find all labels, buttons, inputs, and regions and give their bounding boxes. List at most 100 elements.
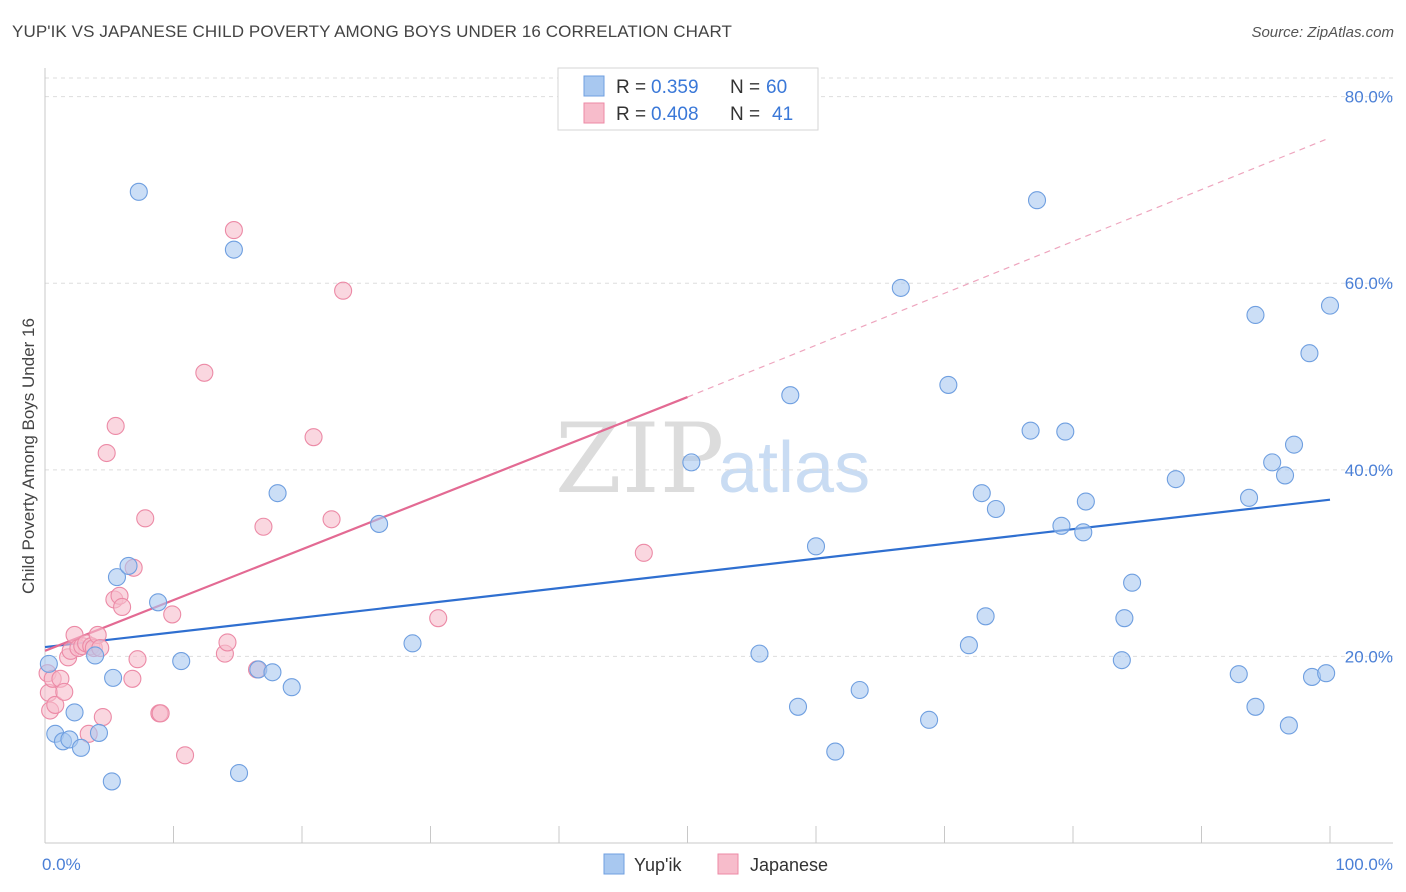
japanese-point xyxy=(128,650,147,669)
chart-title: YUP'IK VS JAPANESE CHILD POVERTY AMONG B… xyxy=(12,22,733,41)
japanese-point xyxy=(151,704,170,723)
yupik-point xyxy=(826,742,845,761)
watermark: ZIP atlas xyxy=(555,403,870,515)
y-tick-label: 60.0% xyxy=(1345,274,1393,293)
japanese-point xyxy=(106,416,125,436)
legend-r-label: R = xyxy=(616,77,646,98)
legend-label-japanese: Japanese xyxy=(750,855,828,875)
yupik-point xyxy=(86,646,105,665)
japanese-point xyxy=(46,695,65,714)
yupik-point xyxy=(1027,191,1047,210)
yupik-point xyxy=(806,537,826,556)
legend-n-value: 41 xyxy=(772,104,793,125)
yupik-point xyxy=(129,182,148,201)
japanese-point xyxy=(163,605,182,624)
yupik-point xyxy=(1300,344,1319,363)
japanese-point xyxy=(195,363,214,382)
japanese-point xyxy=(254,517,273,536)
y-tick-label: 20.0% xyxy=(1345,647,1393,666)
data-points xyxy=(38,182,1340,791)
yupik-point xyxy=(268,484,287,503)
yupik-point xyxy=(1320,296,1340,315)
yupik-point xyxy=(229,763,249,783)
yupik-point xyxy=(1115,609,1134,628)
series-legend: Yup'ik Japanese xyxy=(603,853,828,875)
legend-label-yupik: Yup'ik xyxy=(634,855,682,875)
yupik-point xyxy=(972,484,991,503)
yupik-point xyxy=(1317,664,1336,683)
legend-r-value: 0.359 xyxy=(651,77,699,98)
yupik-point xyxy=(102,772,121,791)
yupik-point xyxy=(1112,651,1131,670)
legend-r-label: R = xyxy=(616,104,646,125)
yupik-point xyxy=(172,652,191,671)
legend-swatch-yupik xyxy=(603,853,625,875)
yupik-point xyxy=(65,703,84,722)
y-axis-title: Child Poverty Among Boys Under 16 xyxy=(19,318,38,594)
source-credit: Source: ZipAtlas.com xyxy=(1251,24,1394,41)
yupik-point xyxy=(263,663,282,682)
yupik-point xyxy=(682,453,701,472)
legend-n-value: 60 xyxy=(766,77,787,98)
yupik-point xyxy=(976,607,995,626)
yupik-point xyxy=(781,386,800,405)
yupik-point xyxy=(282,678,301,697)
yupik-point xyxy=(850,680,869,700)
yupik-point xyxy=(1263,453,1282,472)
yupik-point xyxy=(1021,421,1040,440)
japanese-point xyxy=(97,443,116,463)
yupik-point xyxy=(959,636,978,655)
y-tick-label: 80.0% xyxy=(1345,88,1393,107)
yupik-point xyxy=(1074,523,1093,542)
yupik-point xyxy=(1246,697,1265,716)
legend-swatch-japanese xyxy=(717,853,739,875)
yupik-point xyxy=(1279,716,1298,735)
yupik-point xyxy=(1123,573,1142,592)
yupik-point xyxy=(939,375,958,394)
yupik-point xyxy=(986,499,1005,519)
yupik-point xyxy=(107,568,127,587)
yupik-point xyxy=(1239,488,1259,507)
yupik-point xyxy=(920,710,939,729)
japanese-point xyxy=(113,597,132,617)
yupik-point xyxy=(891,278,910,297)
tick-labels: 20.0% 40.0% 60.0% 80.0% 0.0% 100.0% xyxy=(42,88,1393,874)
yupik-point xyxy=(403,634,422,653)
japanese-point xyxy=(93,708,112,727)
x-tick-label: 100.0% xyxy=(1335,855,1393,874)
yupik-point xyxy=(104,668,123,687)
trendline-yupik xyxy=(44,498,1331,649)
japanese-point xyxy=(218,633,237,652)
yupik-point xyxy=(750,644,769,663)
japanese-point xyxy=(429,609,448,628)
yupik-point xyxy=(71,738,91,757)
yupik-point xyxy=(1056,422,1075,441)
yupik-point xyxy=(89,723,109,742)
yupik-point xyxy=(370,514,389,533)
watermark-atlas: atlas xyxy=(718,428,870,508)
yupik-point xyxy=(1166,470,1185,489)
japanese-point xyxy=(304,428,323,447)
legend-n-label: N = xyxy=(730,77,760,98)
japanese-point xyxy=(176,746,195,765)
x-tick-label: 0.0% xyxy=(42,855,81,874)
yupik-point xyxy=(224,240,243,259)
japanese-point xyxy=(55,682,74,701)
yupik-point xyxy=(1284,435,1304,454)
yupik-point xyxy=(39,654,58,673)
legend-r-value: 0.408 xyxy=(651,104,699,125)
y-tick-label: 40.0% xyxy=(1345,461,1393,480)
japanese-point xyxy=(334,281,353,300)
yupik-point xyxy=(1275,466,1295,485)
japanese-point xyxy=(123,669,142,688)
correlation-legend: R = 0.359 N = 60 R = 0.408 N = 41 xyxy=(557,67,819,131)
trend-lines xyxy=(44,137,1331,652)
trendline-japanese-extension xyxy=(687,137,1331,398)
japanese-point xyxy=(634,543,653,562)
legend-n-label: N = xyxy=(730,104,760,125)
yupik-point xyxy=(1052,516,1071,535)
legend-swatch-japanese xyxy=(583,102,605,124)
yupik-point xyxy=(149,593,168,612)
yupik-point xyxy=(1076,492,1095,511)
japanese-point xyxy=(322,510,341,529)
